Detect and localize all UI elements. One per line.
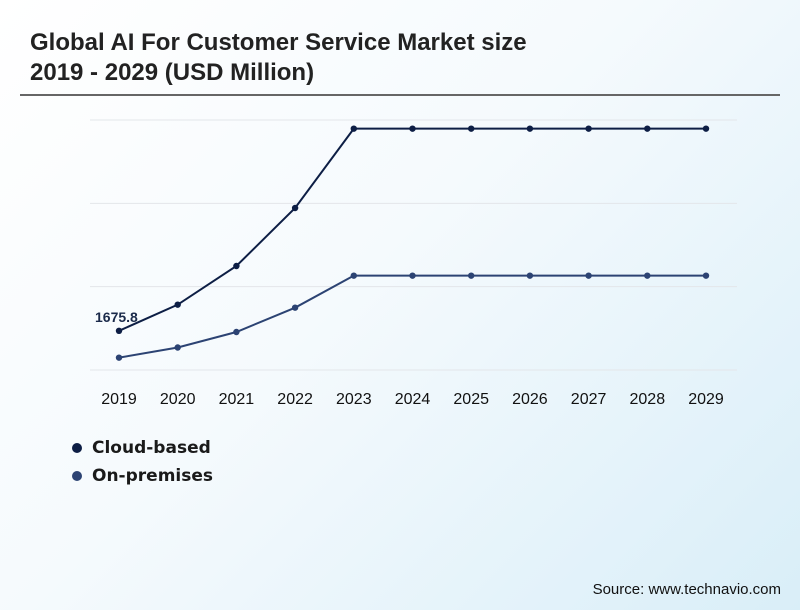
- data-point-cloud-based: [174, 301, 181, 308]
- x-tick-label: 2024: [395, 391, 431, 408]
- data-point-cloud-based: [291, 204, 299, 212]
- x-tick-label: 2026: [512, 391, 548, 408]
- chart-legend: Cloud-based On-premises: [72, 434, 213, 490]
- legend-label-on-premises: On-premises: [92, 466, 214, 486]
- series-line-on-premises: [118, 274, 706, 359]
- x-tick-label: 2027: [571, 391, 607, 408]
- data-point-on-premises: [233, 328, 240, 336]
- legend-label-cloud-based: Cloud-based: [92, 438, 211, 458]
- x-tick-label: 2028: [630, 391, 666, 408]
- legend-item-cloud-based: Cloud-based: [72, 434, 213, 462]
- title-divider: [20, 94, 780, 96]
- x-tick-label: 2022: [277, 391, 313, 408]
- chart-title-line-1: Global AI For Customer Service Market si…: [30, 29, 527, 56]
- data-point-on-premises: [174, 344, 181, 351]
- x-tick-label: 2023: [336, 391, 372, 408]
- data-point-cloud-based: [702, 125, 710, 132]
- x-tick-label: 2021: [219, 391, 255, 408]
- chart-title-line-2: 2019 - 2029 (USD Million): [30, 59, 315, 86]
- data-point-cloud-based: [644, 125, 651, 132]
- data-label: 1675.8: [95, 309, 138, 325]
- x-tick-label: 2019: [101, 391, 137, 408]
- data-point-on-premises: [585, 272, 592, 279]
- data-point-cloud-based: [350, 125, 357, 132]
- chart-title: Global AI For Customer Service Market si…: [30, 28, 527, 88]
- data-point-on-premises: [468, 272, 475, 279]
- data-point-on-premises: [115, 354, 123, 361]
- data-point-cloud-based: [233, 262, 240, 270]
- data-point-on-premises: [702, 272, 710, 279]
- data-point-cloud-based: [526, 125, 534, 132]
- series-line-cloud-based: [118, 127, 706, 332]
- x-tick-label: 2020: [160, 391, 196, 408]
- x-tick-label: 2025: [453, 391, 489, 408]
- legend-marker-on-premises: [72, 471, 82, 481]
- data-point-cloud-based: [115, 327, 123, 335]
- x-tick-label: 2029: [688, 391, 724, 408]
- data-point-on-premises: [291, 304, 299, 311]
- source-credit: Source: www.technavio.com: [592, 581, 781, 598]
- legend-marker-cloud-based: [72, 443, 82, 453]
- legend-item-on-premises: On-premises: [72, 462, 213, 490]
- data-point-on-premises: [350, 272, 357, 279]
- data-point-cloud-based: [585, 125, 592, 132]
- data-point-on-premises: [526, 272, 534, 279]
- data-point-cloud-based: [409, 125, 416, 132]
- data-point-on-premises: [644, 272, 651, 279]
- data-point-cloud-based: [468, 125, 475, 132]
- data-point-on-premises: [409, 272, 416, 279]
